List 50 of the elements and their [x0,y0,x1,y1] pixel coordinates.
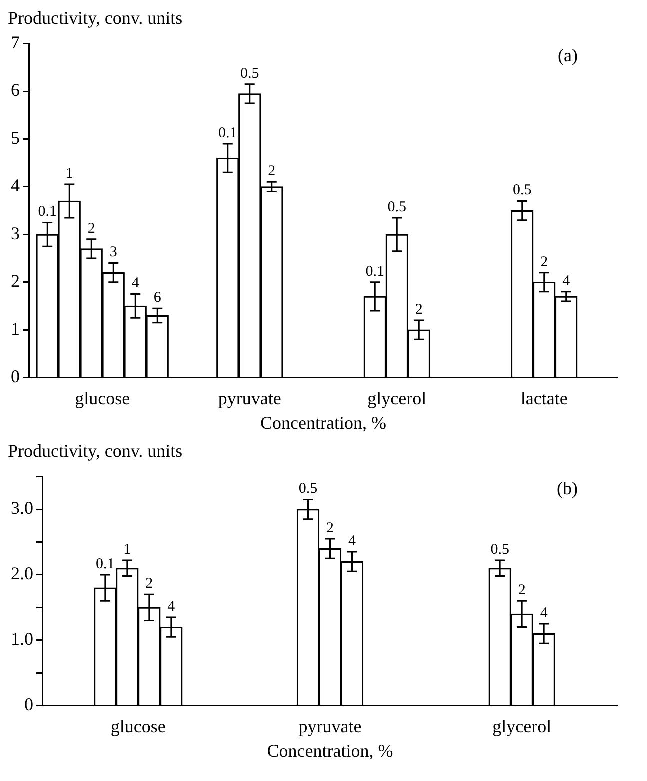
annotation: 0.5 [240,66,260,82]
x-tick-label: glucose [110,716,166,736]
annotation: 4 [168,598,176,615]
y-tick-label: 0 [11,366,20,387]
y-tick-label: 3.0 [11,498,34,518]
annotation: (a) [558,46,578,66]
x-axis-title: Concentration, % [260,412,386,433]
annotation: 4 [132,276,140,292]
annotation: 3 [110,244,118,261]
y-tick-label: 5 [11,128,20,148]
y-tick-label: 1 [11,318,20,339]
annotation: 2 [146,576,154,592]
annotation: 2 [415,302,423,318]
y-tick-label: 2.0 [11,564,34,584]
x-tick-label: glucose [75,388,130,408]
y-tick-label: 3 [11,223,20,244]
annotation: 2 [88,220,96,237]
y-tick-label: 7 [11,32,20,53]
x-tick-label: pyruvate [218,388,282,408]
y-tick-label: 6 [11,80,20,100]
annotation: 0.1 [38,204,57,220]
x-tick-label: glycerol [368,388,427,408]
annotation: 2 [268,164,276,180]
annotation: 4 [562,273,571,290]
annotation: 0.1 [218,125,238,142]
y-tick-label: 0 [24,694,34,715]
annotation: 0.5 [490,542,510,558]
annotation: 1 [124,542,132,558]
annotation: 4 [348,533,356,550]
x-tick-label: pyruvate [298,716,362,736]
annotation: 0.1 [366,264,384,280]
annotation: 2 [540,254,548,270]
x-tick-label: glycerol [492,716,552,736]
annotation: 0.5 [513,182,532,199]
x-axis-title: Concentration, % [267,740,394,761]
annotation: 2 [518,582,526,599]
y-axis-title: Productivity, conv. units [8,8,184,30]
annotation: 2 [326,520,334,536]
y-tick-label: 2 [11,271,20,292]
y-tick-label: 1.0 [11,629,34,650]
annotation: 0.5 [388,199,406,216]
annotation: 1 [66,166,74,182]
annotation: (b) [557,478,578,499]
annotation: 6 [154,290,162,306]
y-axis-title: Productivity, conv. units [8,441,184,463]
y-tick-label: 4 [11,176,20,196]
x-tick-label: lactate [520,388,568,408]
annotation: 4 [540,605,548,622]
annotation: 0.1 [96,556,115,572]
annotation: 0.5 [298,481,318,498]
